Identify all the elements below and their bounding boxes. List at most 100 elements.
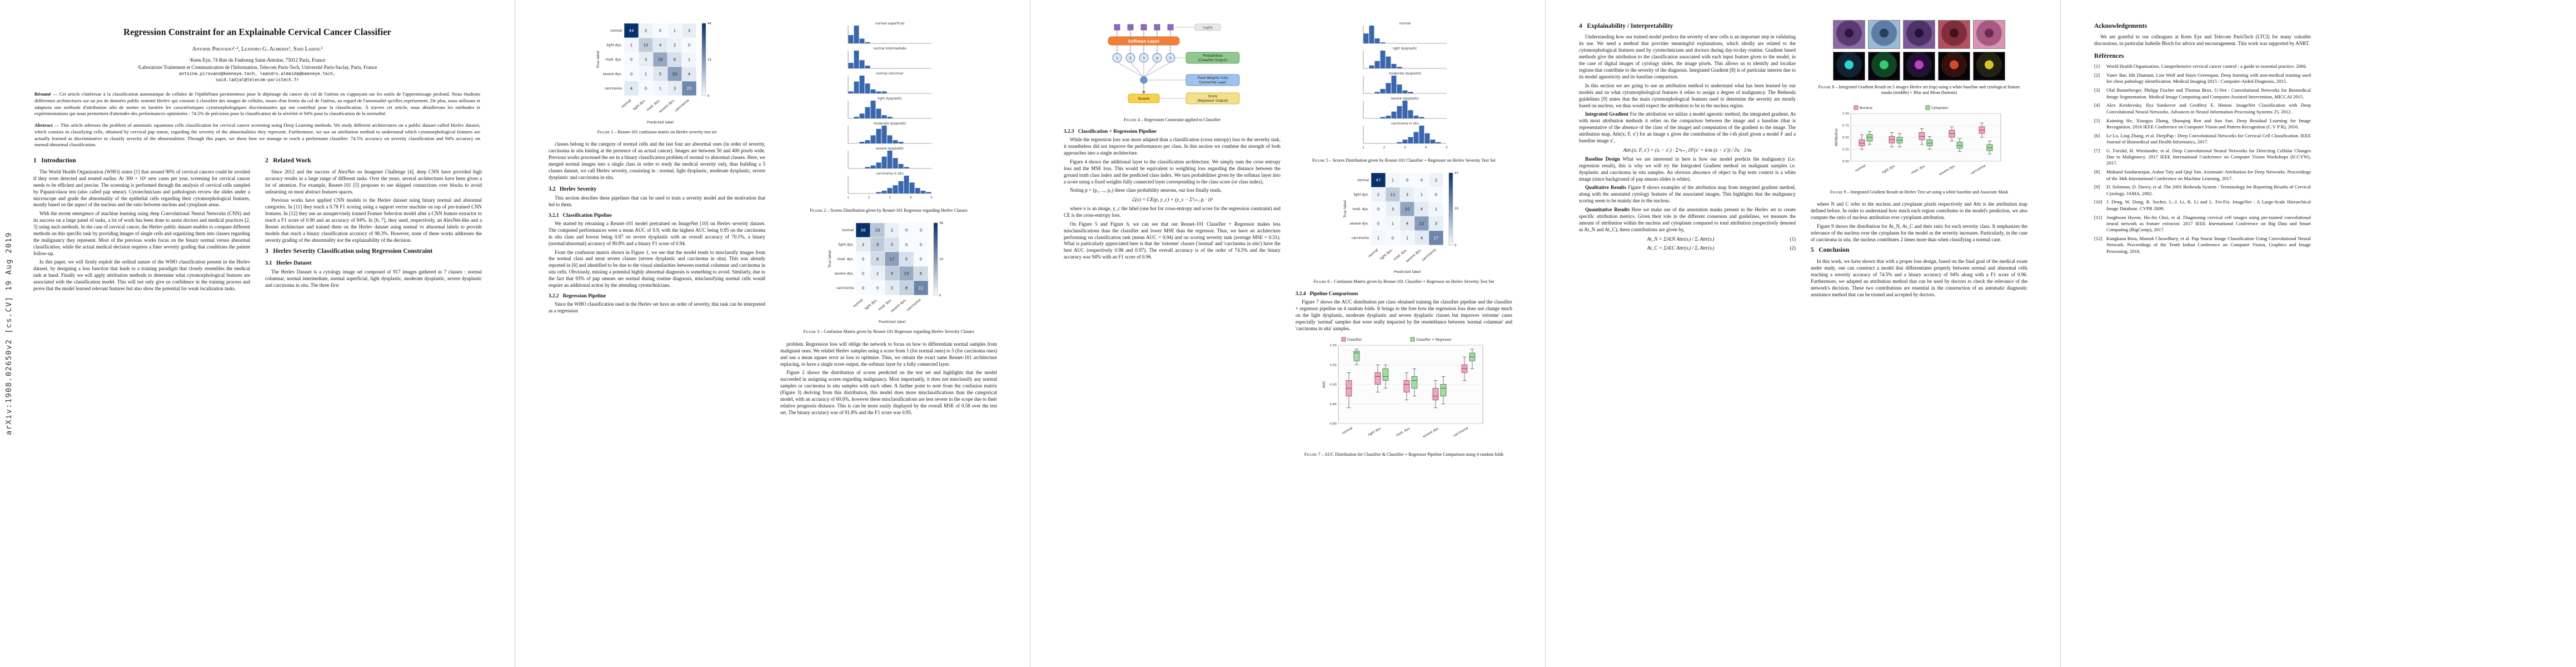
figure4-architecture-diagram: Logits Softmax Layer 1 2 3 4 5 Probabilities (Cl… bbox=[1100, 20, 1244, 116]
svg-text:3: 3 bbox=[862, 243, 864, 247]
reference-2-text: Yaniv Bar, Idit Diamant, Lior Wolf and H… bbox=[2106, 72, 2311, 84]
herlev-dataset-paragraph: The Herlev Dataset is a cytology image s… bbox=[265, 269, 482, 288]
figure-6-caption: Figure 6 – Confusion Matrix given by Res… bbox=[1301, 279, 1507, 285]
figure-1: 44 2 0 1 3 1 10 4 2 0 0 3 18 6 1 0 1 5 20 4 4 0 1 3 25 normal ligh… bbox=[549, 20, 765, 135]
quantitative-results-heading: Quantitative Results bbox=[1585, 206, 1630, 212]
page4-left-column: 4 Explainability / Interpretability Unde… bbox=[1579, 19, 1796, 300]
figure-8-caption-number: Figure 8 bbox=[1818, 84, 1835, 89]
figure9-discussion-paragraph: Figure 9 shows the distribution for At_N… bbox=[1811, 223, 2027, 242]
svg-text:5: 5 bbox=[659, 72, 661, 76]
svg-text:normal: normal bbox=[1368, 248, 1379, 258]
figure-9: 0.00 0.25 0.50 0.75 1.00 Nucleus Cytoplasm norm… bbox=[1811, 102, 2027, 195]
svg-text:light dys.: light dys. bbox=[1882, 164, 1896, 175]
svg-text:3: 3 bbox=[1143, 56, 1145, 61]
svg-text:Attribution: Attribution bbox=[1835, 128, 1838, 146]
affiliation-1: ¹Keen Eye, 74 Rue du Faubourg Saint-Anto… bbox=[189, 57, 326, 63]
section-3-2-2-heading: 3.2.2 Regression Pipeline bbox=[549, 293, 606, 300]
figure2-scores-distribution: normal superficial normal intermediate nor… bbox=[839, 20, 938, 207]
figure-5-caption-text: – Scores Distribution given by Resnet-10… bbox=[1329, 158, 1496, 163]
figure-9-caption: Figure 9 – Integrated Gradient Result on… bbox=[1816, 190, 2022, 195]
svg-text:4: 4 bbox=[1421, 236, 1423, 241]
related-work-paragraph-2: Previous works have applied CNN models t… bbox=[265, 197, 482, 243]
svg-text:1: 1 bbox=[630, 43, 632, 47]
svg-text:Fixed Weights Fully: Fixed Weights Fully bbox=[1197, 77, 1228, 80]
svg-text:Softmax Layer: Softmax Layer bbox=[1128, 39, 1160, 44]
figure-3-caption: Figure 3 – Confusion Matrix given by Res… bbox=[786, 329, 991, 335]
combined-pipeline-paragraph-2: Figure 4 shows the additional layer to t… bbox=[1064, 158, 1280, 185]
combined-pipeline-paragraph-4: where x is an image, y_c the label (one … bbox=[1064, 206, 1280, 218]
svg-text:severe dys.: severe dys. bbox=[603, 72, 622, 76]
figure-4-caption-text: – Regression Constraint applied to Class… bbox=[1140, 117, 1221, 122]
reference-item-2: [2] Yaniv Bar, Idit Diamant, Lior Wolf an… bbox=[2094, 72, 2311, 85]
svg-text:light dys.: light dys. bbox=[632, 98, 647, 111]
cell-image-tile bbox=[1903, 52, 1935, 81]
attribution-maps-row bbox=[1833, 52, 2005, 81]
svg-text:0.75: 0.75 bbox=[1842, 124, 1850, 127]
reference-item-7: [7] G. Forslid, H. Wieslander, et al. Dee… bbox=[2094, 148, 2311, 167]
section-3-heading: 3 Herlev Severity Classification using R… bbox=[265, 247, 433, 255]
equation-2-number: (2) bbox=[1790, 245, 1796, 251]
svg-text:mod. dys.: mod. dys. bbox=[605, 58, 622, 62]
figure-5: normal light dysplastic moderate dysplasti… bbox=[1296, 20, 1512, 163]
svg-text:light dys.: light dys. bbox=[1379, 248, 1394, 261]
svg-text:severe dys.: severe dys. bbox=[890, 298, 907, 314]
abstract-block: Abstract — This article adresses the pro… bbox=[34, 122, 480, 148]
page5-right-column bbox=[2326, 19, 2543, 257]
integrated-gradient-heading: Integrated Gradient bbox=[1585, 111, 1629, 117]
figure-4-caption: Figure 4 – Regression Constraint applied… bbox=[1069, 117, 1275, 123]
svg-text:True label: True label bbox=[1343, 200, 1347, 218]
author-emails-line-1: antoine.pirovano@keeneye.tech, leandro.a… bbox=[179, 71, 336, 76]
page4-columns: 4 Explainability / Interpretability Unde… bbox=[1579, 19, 2027, 300]
svg-text:6: 6 bbox=[876, 257, 879, 262]
svg-text:light dys.: light dys. bbox=[838, 243, 854, 247]
svg-text:severe dys.: severe dys. bbox=[835, 272, 854, 276]
resume-label: Résumé bbox=[34, 91, 51, 97]
section-3-2-3-heading: 3.2.3 Classification + Regression Pipeli… bbox=[1064, 129, 1157, 135]
svg-text:0: 0 bbox=[1454, 244, 1457, 247]
cell-image-tile bbox=[1833, 20, 1865, 49]
svg-text:severe dys.: severe dys. bbox=[1350, 222, 1369, 226]
conclusion-paragraph: In this work, we have shown that with a … bbox=[1811, 258, 2027, 297]
svg-text:0: 0 bbox=[920, 243, 922, 247]
reference-item-11: [11] Jonghwan Hyeon, Ho-Jin Choi, et al. … bbox=[2094, 215, 2311, 233]
svg-text:0: 0 bbox=[1377, 222, 1379, 226]
page-2: 44 2 0 1 3 1 10 4 2 0 0 3 18 6 1 0 1 5 20 4 4 0 1 3 25 normal ligh… bbox=[515, 0, 1030, 667]
reference-item-8: [8] Mukund Sundararajan, Ankur Taly and Q… bbox=[2094, 169, 2311, 182]
svg-text:3: 3 bbox=[1406, 193, 1408, 197]
reference-11-text: Jonghwan Hyeon, Ho-Jin Choi, et al. Diag… bbox=[2106, 214, 2311, 233]
page5-columns: Acknowledgements We are grateful to our … bbox=[2094, 19, 2543, 257]
acknowledgements-heading: Acknowledgements bbox=[2094, 23, 2148, 29]
figure-6: 47 1 0 0 2 2 11 3 1 0 0 3 20 4 1 0 1 4 22 3 1 0 1 4 27 normal ligh… bbox=[1296, 170, 1512, 285]
reference-item-6: [6] Le Lu, Ling Zhang, et al. DeepPap : D… bbox=[2094, 133, 2311, 146]
svg-text:severe dysplastic: severe dysplastic bbox=[876, 147, 904, 151]
page1-left-column: 1 Introduction The World Health Organiza… bbox=[33, 153, 250, 294]
svg-text:carcinoma: carcinoma bbox=[1352, 236, 1369, 240]
reference-6-text: Le Lu, Ling Zhang, et al. DeepPap : Deep… bbox=[2106, 132, 2311, 145]
svg-text:carcinoma: carcinoma bbox=[1970, 164, 1987, 176]
figure-7-caption: Figure 7 – AUC Distribution for Classifi… bbox=[1301, 452, 1507, 457]
reference-item-1: [1] World Health Organization. Comprehens… bbox=[2094, 63, 2311, 69]
svg-text:True label: True label bbox=[828, 250, 832, 268]
reference-4-number: [4] bbox=[2094, 102, 2100, 108]
page2-columns: 44 2 0 1 3 1 10 4 2 0 0 3 18 6 1 0 1 5 20 4 4 0 1 3 25 normal ligh… bbox=[549, 19, 997, 418]
page3-columns: Logits Softmax Layer 1 2 3 4 5 Probabilities (Cl… bbox=[1064, 19, 1512, 464]
svg-text:3: 3 bbox=[645, 57, 647, 62]
svg-text:27: 27 bbox=[1434, 236, 1439, 241]
svg-text:4: 4 bbox=[630, 86, 633, 91]
page2-left-column: 44 2 0 1 3 1 10 4 2 0 0 3 18 6 1 0 1 5 20 4 4 0 1 3 25 normal ligh… bbox=[549, 19, 765, 418]
svg-text:light dysplastic: light dysplastic bbox=[1393, 47, 1417, 51]
input-cells-row bbox=[1833, 20, 2005, 49]
quantitative-results-paragraph: Quantitative Results Here we make use of… bbox=[1579, 207, 1796, 233]
section-3-2-1-heading: 3.2.1 Classification Pipeline bbox=[549, 213, 612, 219]
reference-12-text: Kangkana Bora, Manish Chowdhury, et al. … bbox=[2106, 236, 2311, 254]
svg-text:(Classifier Output): (Classifier Output) bbox=[1198, 59, 1228, 62]
svg-text:AUC: AUC bbox=[1322, 381, 1326, 388]
reference-item-4: [4] Alex Krizhevsky, Ilya Sutskever and G… bbox=[2094, 102, 2311, 115]
svg-text:22: 22 bbox=[1419, 222, 1424, 226]
svg-text:0.95: 0.95 bbox=[1330, 364, 1337, 367]
svg-text:4: 4 bbox=[1421, 207, 1423, 212]
integrated-gradient-paragraph: Integrated Gradient For the attribution … bbox=[1579, 111, 1796, 145]
svg-text:Predicted label: Predicted label bbox=[1394, 270, 1421, 274]
figure8-cell-image-grid bbox=[1833, 20, 2005, 83]
svg-text:15: 15 bbox=[904, 272, 909, 276]
